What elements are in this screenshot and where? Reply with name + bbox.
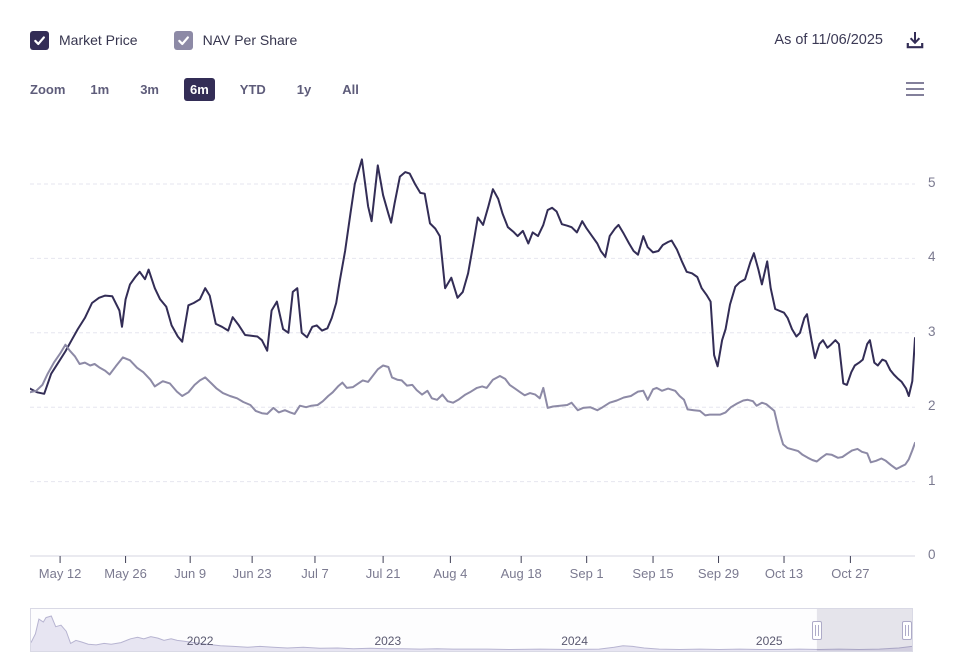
y-axis-label-0: 0	[928, 547, 936, 562]
x-axis-label: Aug 18	[500, 566, 542, 581]
range-button-3m[interactable]: 3m	[140, 81, 159, 97]
range-button-all[interactable]: All	[342, 81, 359, 97]
navigator-year-label-2024: 2024	[561, 634, 588, 648]
range-button-1y[interactable]: 1y	[296, 81, 312, 97]
navigator-mini-chart	[30, 609, 913, 651]
range-selector-row: Zoom 1m 3m 6m YTD 1y All	[30, 76, 927, 102]
nav-per-share-checkbox[interactable]	[173, 30, 193, 50]
range-buttons: 1m 3m 6m YTD 1y All	[84, 77, 383, 101]
x-axis-labels: May 12 May 26 Jun 9 Jun 23 Jul 7 Jul 21 Aug 4 A…	[30, 566, 915, 584]
y-axis-label-5: 5	[928, 175, 936, 190]
navigator-track[interactable]: 2022 2023 2024 2025	[30, 608, 913, 652]
hamburger-menu-icon	[906, 82, 924, 96]
chart-menu-button[interactable]	[903, 79, 927, 99]
plot-area[interactable]	[30, 140, 915, 564]
x-axis-label: Oct 27	[831, 566, 870, 581]
y-axis-label-3: 3	[928, 323, 936, 339]
download-icon	[906, 32, 924, 49]
navigator-selected-range[interactable]	[816, 609, 912, 651]
navigator-area-fill	[31, 616, 912, 651]
checkmark-icon	[177, 35, 189, 45]
x-axis-label: Jul 21	[365, 566, 401, 581]
legend-item-nav-per-share[interactable]: NAV Per Share	[173, 30, 298, 50]
as-of-date-label: As of 11/06/2025	[774, 32, 883, 48]
navigator-left-handle[interactable]	[811, 621, 822, 640]
range-button-6m[interactable]: 6m	[183, 77, 215, 101]
x-axis-label: May 12	[38, 566, 82, 581]
x-axis-label: Sep 29	[697, 566, 740, 581]
x-axis-label: Jul 7	[301, 566, 329, 581]
zoom-label: Zoom	[30, 81, 66, 97]
x-axis-label: Jun 23	[232, 566, 272, 581]
legend-label-nav-per-share: NAV Per Share	[202, 32, 298, 48]
legend-row: Market Price NAV Per Share As of 11/06/2…	[30, 28, 927, 52]
range-button-ytd[interactable]: YTD	[239, 81, 266, 97]
navigator-year-label-2025: 2025	[755, 634, 783, 648]
x-axis-label: May 26	[104, 566, 147, 581]
y-axis-label-2: 2	[928, 398, 936, 414]
range-button-1m[interactable]: 1m	[90, 81, 110, 97]
x-axis-label: Jun 9	[174, 566, 207, 581]
y-axis-label-1: 1	[928, 472, 936, 488]
legend-label-market-price: Market Price	[59, 32, 138, 48]
navigator-right-handle[interactable]	[902, 621, 912, 640]
nav-per-share-line	[30, 343, 915, 470]
y-axis-label-4: 4	[928, 249, 936, 265]
navigator-year-label-2023: 2023	[374, 634, 402, 648]
checkmark-icon	[34, 35, 45, 45]
x-axis-label: Sep 15	[632, 566, 674, 581]
navigator-year-label-2022: 2022	[186, 634, 214, 648]
navigator-area-outline	[30, 615, 913, 651]
x-axis-label: Aug 4	[433, 566, 468, 581]
market-price-checkbox[interactable]	[30, 30, 49, 50]
x-axis-label: Oct 13	[764, 566, 804, 581]
market-price-line	[30, 158, 915, 397]
legend-item-market-price[interactable]: Market Price	[30, 30, 138, 50]
x-axis-label: Sep 1	[569, 566, 604, 581]
download-button[interactable]	[903, 28, 927, 52]
